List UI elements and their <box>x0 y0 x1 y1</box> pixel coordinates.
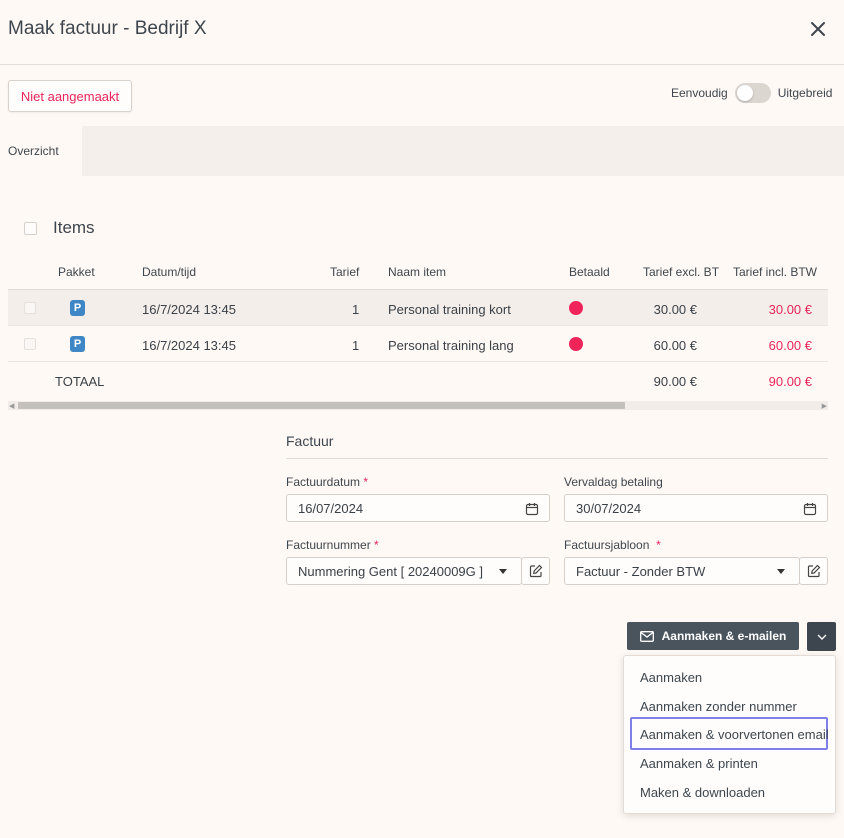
row-checkbox[interactable] <box>24 338 36 350</box>
mail-icon <box>639 630 654 642</box>
calendar-icon[interactable] <box>803 502 817 516</box>
row-naam: Personal training kort <box>388 302 511 317</box>
row-datum: 16/7/2024 13:45 <box>142 302 236 317</box>
vervaldag-label: Vervaldag betaling <box>564 475 663 489</box>
menu-item-zonder-nummer[interactable]: Aanmaken zonder nummer <box>640 699 797 714</box>
col-excl[interactable]: Tarief excl. BTW <box>643 265 719 279</box>
sjabloon-select[interactable]: Factuur - Zonder BTW <box>564 557 800 585</box>
total-excl: 90.00 € <box>653 374 697 389</box>
chevron-down-icon <box>499 569 507 574</box>
factuurnummer-value: Nummering Gent [ 20240009G ] <box>298 564 483 579</box>
row-tarief: 1 <box>352 338 360 353</box>
paid-status-dot <box>569 337 583 351</box>
total-label: TOTAAL <box>55 374 105 389</box>
factuurdatum-value: 16/07/2024 <box>298 501 364 516</box>
section-divider <box>286 458 828 459</box>
toggle-left-label: Eenvoudig <box>671 86 728 100</box>
package-badge: P <box>70 300 85 316</box>
sjabloon-label-text: Factuursjabloon <box>564 538 650 552</box>
row-naam: Personal training lang <box>388 338 514 353</box>
tab-bar: Overzicht <box>0 126 844 176</box>
col-datum[interactable]: Datum/tijd <box>142 265 197 279</box>
row-incl: 30.00 € <box>768 302 812 317</box>
items-table: Pakket Datum/tijd Tarief Naam item Betaa… <box>8 254 828 400</box>
factuurdatum-label: Factuurdatum * <box>286 475 369 489</box>
tab-overzicht[interactable]: Overzicht <box>0 126 82 176</box>
package-badge: P <box>70 336 85 352</box>
scroll-left-icon[interactable]: ◀ <box>9 403 15 410</box>
mode-switch[interactable] <box>734 83 771 103</box>
actions-dropdown-button[interactable] <box>807 622 836 651</box>
sjabloon-value: Factuur - Zonder BTW <box>576 564 706 579</box>
modal-title: Maak factuur - Bedrijf X <box>8 18 207 39</box>
col-pakket[interactable]: Pakket <box>58 265 95 279</box>
status-button[interactable]: Niet aangemaakt <box>8 80 132 112</box>
row-excl: 30.00 € <box>653 302 697 317</box>
create-email-button[interactable]: Aanmaken & e-mailen <box>627 622 799 650</box>
modal-header: Maak factuur - Bedrijf X <box>0 0 844 65</box>
menu-selection-highlight <box>630 717 828 750</box>
edit-sjabloon-button[interactable] <box>799 557 828 585</box>
row-tarief: 1 <box>352 302 360 317</box>
edit-factuurnummer-button[interactable] <box>521 557 550 585</box>
create-email-label: Aanmaken & e-mailen <box>661 629 787 643</box>
table-row[interactable]: P 16/7/2024 13:45 1 Personal training la… <box>8 326 828 362</box>
edit-icon <box>807 564 820 578</box>
chevron-down-icon <box>817 634 826 640</box>
edit-icon <box>529 564 542 578</box>
sjabloon-label: Factuursjabloon * <box>564 538 661 552</box>
row-excl: 60.00 € <box>653 338 697 353</box>
horizontal-scrollbar[interactable]: ◀ ▶ <box>8 401 828 410</box>
table-row[interactable]: P 16/7/2024 13:45 1 Personal training ko… <box>8 290 828 326</box>
vervaldag-field[interactable]: 30/07/2024 <box>564 494 828 522</box>
actions-dropdown-menu: Aanmaken Aanmaken zonder nummer Aanmaken… <box>623 655 836 814</box>
select-all-checkbox[interactable] <box>24 221 37 235</box>
items-title: Items <box>53 218 95 237</box>
menu-item-voorvertonen-email[interactable]: Aanmaken & voorvertonen email <box>640 727 829 742</box>
col-tarief[interactable]: Tarief <box>330 265 360 279</box>
factuurnummer-label: Factuurnummer * <box>286 538 379 552</box>
total-row: TOTAAL 90.00 € 90.00 € <box>8 362 828 400</box>
col-incl[interactable]: Tarief incl. BTW <box>733 265 818 279</box>
factuurnummer-label-text: Factuurnummer <box>286 538 371 552</box>
table-header: Pakket Datum/tijd Tarief Naam item Betaa… <box>8 254 828 290</box>
mode-toggle: Eenvoudig Uitgebreid <box>671 82 832 104</box>
row-checkbox[interactable] <box>24 302 36 314</box>
menu-item-aanmaken[interactable]: Aanmaken <box>640 670 703 685</box>
calendar-icon[interactable] <box>525 502 539 516</box>
factuurdatum-label-text: Factuurdatum <box>286 475 361 489</box>
col-naam[interactable]: Naam item <box>388 265 447 279</box>
paid-status-dot <box>569 301 583 315</box>
row-incl: 60.00 € <box>768 338 812 353</box>
switch-knob <box>736 85 753 101</box>
scrollbar-thumb[interactable] <box>18 402 625 409</box>
tab-bar-fill <box>82 126 844 176</box>
factuurnummer-select[interactable]: Nummering Gent [ 20240009G ] <box>286 557 522 585</box>
menu-item-downloaden[interactable]: Maken & downloaden <box>640 785 766 800</box>
toggle-right-label: Uitgebreid <box>777 86 833 100</box>
chevron-down-icon <box>777 569 785 574</box>
scroll-right-icon[interactable]: ▶ <box>821 403 827 410</box>
factuur-section-title: Factuur <box>286 433 334 449</box>
row-datum: 16/7/2024 13:45 <box>142 338 236 353</box>
total-incl: 90.00 € <box>768 374 812 389</box>
vervaldag-value: 30/07/2024 <box>576 501 642 516</box>
factuurdatum-field[interactable]: 16/07/2024 <box>286 494 550 522</box>
items-header: Items <box>24 218 95 238</box>
col-betaald[interactable]: Betaald <box>569 265 610 279</box>
menu-item-printen[interactable]: Aanmaken & printen <box>640 756 758 771</box>
close-icon[interactable] <box>806 17 830 41</box>
